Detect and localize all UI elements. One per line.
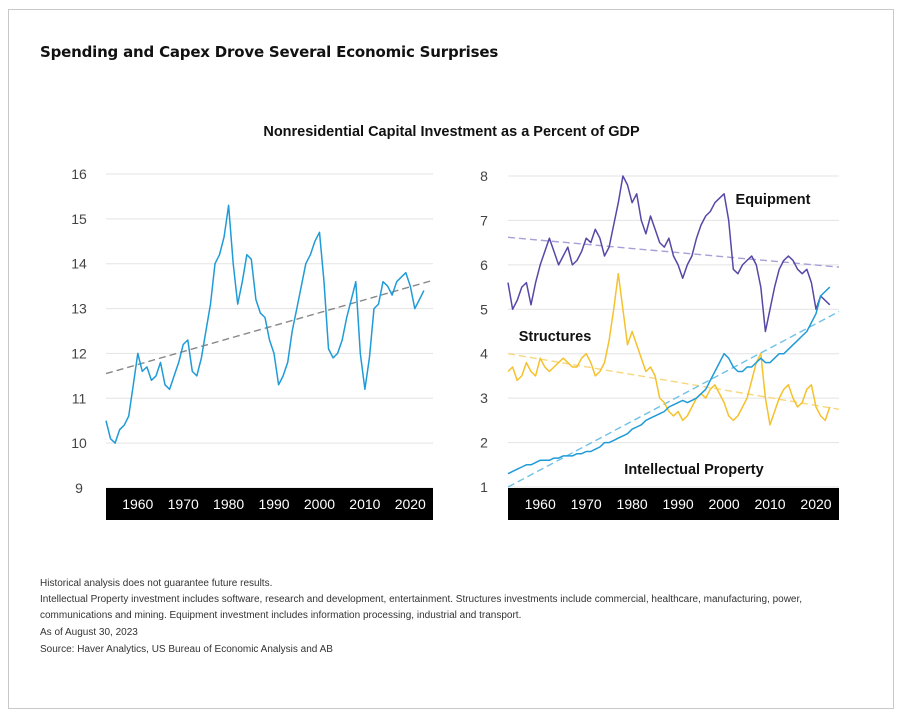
footnote-definitions: Intellectual Property investment include… bbox=[40, 594, 803, 621]
right-y-tick-label: 2 bbox=[480, 435, 488, 451]
left-x-tick-label: 1980 bbox=[213, 496, 244, 512]
right-series-line-intellectual-property bbox=[507, 286, 831, 475]
right-plot-layer: 1 2 3 4 5 6 7 8 1960 1970 1980 1990 2000 2010 2020 bbox=[480, 168, 840, 520]
left-x-tick-label: 2000 bbox=[304, 496, 335, 512]
left-y-tick-label: 14 bbox=[71, 256, 87, 272]
right-y-tick-label: 4 bbox=[480, 346, 488, 362]
right-panel-components: 1 2 3 4 5 6 7 8 1960 1970 1980 1990 2000 2010 2020 Equi… bbox=[480, 168, 840, 520]
right-y-tick-label: 8 bbox=[480, 168, 488, 184]
left-y-tick-label: 10 bbox=[71, 435, 87, 451]
left-y-tick-label: 12 bbox=[71, 345, 87, 361]
footnote-disclaimer: Historical analysis does not guarantee f… bbox=[40, 578, 273, 589]
right-x-tick-label: 1990 bbox=[663, 496, 694, 512]
footnotes: Historical analysis does not guarantee f… bbox=[40, 575, 860, 658]
right-series-line-equipment bbox=[507, 175, 831, 333]
right-y-tick-label: 3 bbox=[480, 390, 488, 406]
right-series-line-structures bbox=[507, 272, 831, 426]
left-x-tick-label: 2020 bbox=[395, 496, 426, 512]
right-x-axis-band bbox=[508, 488, 839, 520]
left-x-tick-label: 1970 bbox=[168, 496, 199, 512]
left-y-tick-label: 9 bbox=[75, 480, 83, 496]
right-trendline-series-5 bbox=[507, 310, 840, 488]
left-x-tick-label: 1960 bbox=[122, 496, 153, 512]
chart-frame bbox=[8, 9, 894, 709]
left-plot-layer: 9 10 11 12 13 14 15 16 1960 1970 1980 1990 2000 2010 2… bbox=[71, 166, 434, 520]
right-y-tick-label: 5 bbox=[480, 301, 488, 317]
chart-title: Nonresidential Capital Investment as a P… bbox=[263, 124, 640, 140]
left-x-axis-band bbox=[106, 488, 433, 520]
right-x-tick-label: 1960 bbox=[525, 496, 556, 512]
right-x-tick-label: 2020 bbox=[800, 496, 831, 512]
right-x-tick-label: 1980 bbox=[617, 496, 648, 512]
right-x-tick-label: 2010 bbox=[754, 496, 785, 512]
footnote-source: Source: Haver Analytics, US Bureau of Ec… bbox=[40, 644, 333, 655]
page-title: Spending and Capex Drove Several Economi… bbox=[40, 43, 499, 61]
right-x-tick-label: 2000 bbox=[708, 496, 739, 512]
left-y-tick-label: 15 bbox=[71, 211, 87, 227]
left-panel-total: 9 10 11 12 13 14 15 16 1960 1970 1980 1990 2000 2010 2… bbox=[71, 166, 434, 520]
left-y-tick-label: 13 bbox=[71, 301, 87, 317]
left-series-line-series-0 bbox=[105, 204, 425, 444]
right-trendline-series-3 bbox=[507, 236, 840, 268]
right-y-tick-label: 1 bbox=[480, 479, 488, 495]
left-x-tick-label: 1990 bbox=[258, 496, 289, 512]
series-label-equipment: Equipment bbox=[736, 192, 811, 208]
left-trendline-series-1 bbox=[105, 279, 434, 375]
right-trendline-series-4 bbox=[507, 353, 840, 410]
left-x-tick-label: 2010 bbox=[349, 496, 380, 512]
left-y-tick-label: 11 bbox=[72, 390, 87, 406]
series-label-structures: Structures bbox=[519, 329, 592, 345]
footnote-date: As of August 30, 2023 bbox=[40, 627, 138, 638]
left-y-tick-label: 16 bbox=[71, 166, 87, 182]
right-y-tick-label: 6 bbox=[480, 257, 488, 273]
right-y-tick-label: 7 bbox=[480, 212, 488, 228]
series-label-intellectual-property: Intellectual Property bbox=[624, 462, 763, 478]
right-x-tick-label: 1970 bbox=[571, 496, 602, 512]
